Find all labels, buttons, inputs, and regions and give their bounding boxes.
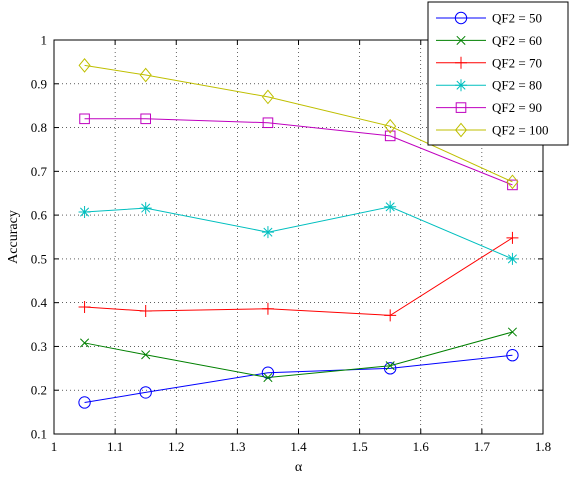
data-point — [80, 338, 90, 348]
data-point — [506, 174, 519, 190]
y-tick-label: 0.9 — [31, 76, 47, 91]
data-point — [139, 386, 152, 399]
data-point — [141, 350, 151, 360]
y-tick-label: 0.4 — [31, 295, 48, 310]
x-tick-label: 1.7 — [474, 439, 491, 454]
legend-marker — [455, 56, 467, 69]
data-point — [384, 130, 396, 142]
data-point — [139, 67, 152, 83]
series-4 — [78, 200, 519, 265]
data-point — [384, 309, 397, 322]
data-point — [139, 304, 152, 317]
legend-label: QF2 = 70 — [492, 55, 542, 70]
data-point — [261, 302, 274, 315]
data-point — [263, 372, 273, 383]
x-tick-label: 1.2 — [168, 439, 184, 454]
series-line — [84, 354, 513, 403]
legend-entry: QF2 = 100 — [436, 123, 548, 138]
legend-entry: QF2 = 50 — [436, 11, 542, 26]
x-tick-label: 1.3 — [229, 439, 245, 454]
data-point — [79, 113, 90, 125]
y-tick-label: 0.3 — [31, 339, 47, 354]
legend-marker — [456, 35, 466, 45]
data-point — [383, 362, 397, 375]
legend-marker — [454, 122, 468, 138]
x-axis-label: α — [295, 460, 303, 475]
legend-marker — [454, 11, 468, 25]
y-tick-label: 0.1 — [31, 427, 47, 442]
series-line — [84, 118, 513, 186]
data-point — [78, 301, 91, 314]
legend-entry: QF2 = 90 — [436, 100, 542, 115]
data-point — [385, 361, 395, 371]
legend-label: QF2 = 80 — [492, 78, 542, 93]
data-point — [506, 252, 519, 265]
y-tick-label: 1 — [41, 33, 48, 48]
data-point — [506, 231, 519, 244]
x-tick-label: 1.8 — [535, 439, 551, 454]
data-point — [78, 206, 91, 219]
data-point — [261, 366, 275, 379]
series-3 — [78, 231, 519, 322]
legend-label: QF2 = 90 — [492, 100, 542, 115]
data-point — [261, 226, 274, 239]
x-tick-label: 1 — [51, 439, 58, 454]
data-point — [140, 113, 151, 125]
x-tick-label: 1.5 — [352, 439, 368, 454]
series-2 — [80, 327, 517, 383]
legend-box — [427, 1, 569, 146]
data-point — [78, 396, 91, 409]
y-tick-label: 0.5 — [31, 251, 47, 266]
data-point — [384, 200, 397, 213]
series-1 — [78, 349, 519, 409]
x-tick-label: 1.6 — [413, 439, 430, 454]
y-tick-label: 0.7 — [31, 164, 48, 179]
legend-label: QF2 = 50 — [492, 11, 542, 26]
x-tick-label: 1.1 — [107, 439, 123, 454]
y-tick-label: 0.8 — [31, 120, 47, 135]
data-point — [506, 349, 519, 362]
legend-entry: QF2 = 60 — [436, 33, 542, 48]
legend-marker — [455, 102, 467, 113]
y-tick-label: 0.6 — [31, 208, 48, 223]
data-point — [139, 202, 152, 215]
legend-label: QF2 = 100 — [492, 123, 548, 138]
x-tick-label: 1.4 — [290, 439, 307, 454]
legend-marker — [455, 79, 467, 92]
series-5 — [79, 113, 518, 191]
y-axis-label: Accuracy — [6, 210, 21, 264]
data-point — [507, 327, 517, 337]
series-layer — [78, 58, 519, 409]
axis-ticks: 1 1.1 1.2 1.3 1.4 1.5 1.6 1.7 1.8 0.1 0.2 0.3 0.4 0.5… — [31, 33, 551, 455]
y-tick-label: 0.2 — [31, 383, 47, 398]
legend-entry: QF2 = 70 — [436, 55, 542, 70]
data-point — [262, 117, 274, 129]
data-point — [507, 179, 518, 191]
legend: QF2 = 50 QF2 = 60 QF2 = 70 QF2 = 80 QF2 = 90… — [427, 1, 569, 146]
data-point — [78, 58, 91, 73]
data-point — [261, 89, 274, 105]
legend-label: QF2 = 60 — [492, 33, 542, 48]
data-point — [384, 118, 397, 134]
series-line — [84, 331, 513, 379]
legend-entry: QF2 = 80 — [436, 78, 542, 93]
